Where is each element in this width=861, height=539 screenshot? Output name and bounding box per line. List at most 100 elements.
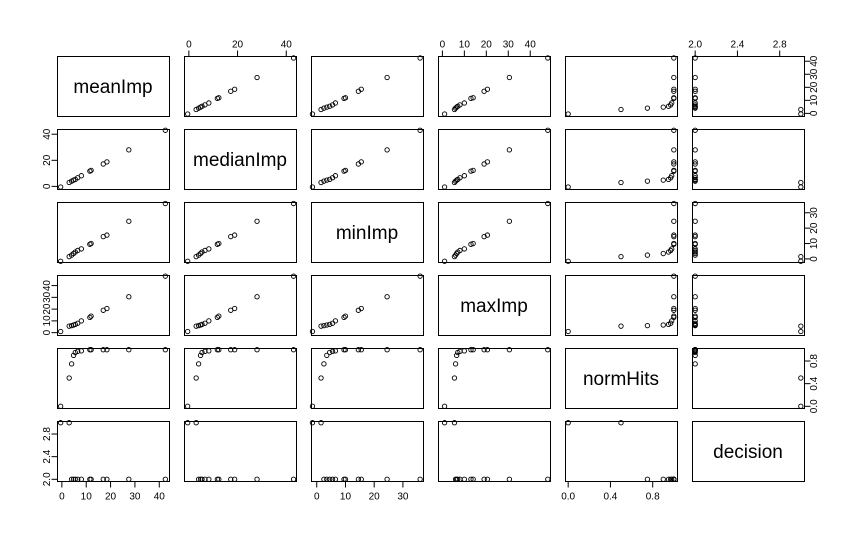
data-point	[481, 476, 487, 482]
data-point	[327, 321, 333, 328]
variable-label-medianImp: medianImp	[193, 150, 287, 171]
data-point	[193, 106, 199, 113]
data-point	[341, 95, 347, 102]
panel-frame	[311, 129, 424, 190]
data-point	[355, 307, 362, 313]
data-point	[332, 348, 339, 354]
data-point	[798, 106, 804, 113]
data-point	[452, 361, 459, 367]
tick-label: 30	[809, 207, 820, 219]
data-point	[162, 127, 168, 133]
panel-medianImp-vs-minImp	[309, 127, 424, 190]
data-point	[692, 232, 698, 238]
data-point	[671, 147, 677, 153]
data-point	[692, 294, 698, 300]
data-point	[321, 361, 327, 367]
data-point	[329, 348, 336, 355]
tick-label: 20	[105, 492, 117, 503]
data-point	[461, 348, 468, 354]
panel-decision-vs-minImp	[309, 420, 424, 482]
tick-label: 0	[809, 256, 820, 262]
data-point	[321, 178, 327, 184]
data-point	[565, 328, 571, 335]
data-point	[193, 253, 199, 260]
tick-label: 10	[459, 40, 471, 51]
data-point	[545, 347, 551, 353]
panel-minImp-vs-normHits	[565, 200, 678, 264]
data-point	[193, 323, 199, 329]
data-point	[618, 106, 624, 113]
data-point	[671, 127, 677, 133]
variable-label-decision: decision	[713, 442, 783, 463]
data-point	[214, 95, 221, 102]
tick-label: 30	[809, 68, 820, 80]
tick-label: 10	[809, 238, 820, 250]
data-point	[126, 294, 132, 300]
data-point	[228, 233, 234, 240]
data-point	[565, 258, 571, 264]
data-point	[75, 348, 81, 355]
tick-label: 20	[42, 303, 53, 315]
data-point	[185, 258, 191, 264]
panel-frame	[311, 275, 424, 336]
data-point	[68, 361, 75, 367]
data-point	[455, 349, 461, 356]
panel-frame	[57, 202, 170, 263]
data-point	[254, 347, 260, 353]
data-point	[228, 347, 234, 353]
data-point	[327, 349, 333, 356]
data-point	[484, 476, 491, 482]
data-point	[58, 403, 64, 409]
panel-decision-vs-normHits	[565, 420, 678, 482]
data-point	[692, 86, 698, 92]
data-point	[692, 218, 698, 224]
data-point	[214, 476, 221, 482]
panel-medianImp-vs-medianImp: medianImp	[184, 129, 297, 190]
panel-frame	[565, 56, 678, 117]
data-point	[618, 420, 624, 426]
panel-normHits-vs-meanImp	[57, 347, 170, 409]
panel-frame	[57, 56, 170, 117]
data-point	[78, 348, 84, 354]
data-point	[798, 184, 804, 190]
tick-label: 40	[154, 492, 166, 503]
data-point	[671, 95, 677, 102]
panel-frame	[692, 275, 805, 336]
data-point	[484, 347, 491, 353]
data-point	[355, 161, 362, 167]
data-point	[193, 420, 199, 426]
data-point	[470, 95, 476, 101]
data-point	[461, 173, 468, 179]
panel-medianImp-vs-normHits	[565, 127, 678, 190]
data-point	[185, 328, 191, 335]
tick-label: 30	[397, 492, 409, 503]
tick-label: 0.0	[561, 492, 575, 503]
data-point	[798, 179, 804, 186]
tick-label: 40	[42, 280, 53, 292]
data-point	[202, 320, 208, 326]
data-point	[665, 103, 672, 109]
data-point	[341, 168, 347, 174]
data-point	[193, 375, 199, 381]
data-point	[126, 147, 132, 153]
data-point	[545, 476, 551, 482]
data-point	[798, 111, 804, 117]
panel-frame	[565, 421, 678, 482]
tick-label: 30	[503, 40, 515, 51]
panel-frame	[692, 56, 805, 117]
data-point	[341, 347, 347, 353]
tick-label: 0	[314, 492, 320, 503]
tick-label: 40	[281, 40, 293, 51]
x-axis-decision-top: 2.0 2.4 2.8	[688, 40, 787, 57]
panel-frame	[311, 421, 424, 482]
panel-normHits-vs-medianImp	[184, 347, 297, 409]
data-point	[197, 476, 204, 482]
data-point	[692, 273, 698, 279]
panel-meanImp-vs-meanImp: meanImp	[57, 56, 170, 117]
panel-decision-vs-maxImp	[438, 420, 551, 482]
data-point	[318, 375, 324, 381]
data-point	[254, 294, 260, 300]
data-point	[798, 375, 804, 381]
data-point	[665, 176, 672, 182]
